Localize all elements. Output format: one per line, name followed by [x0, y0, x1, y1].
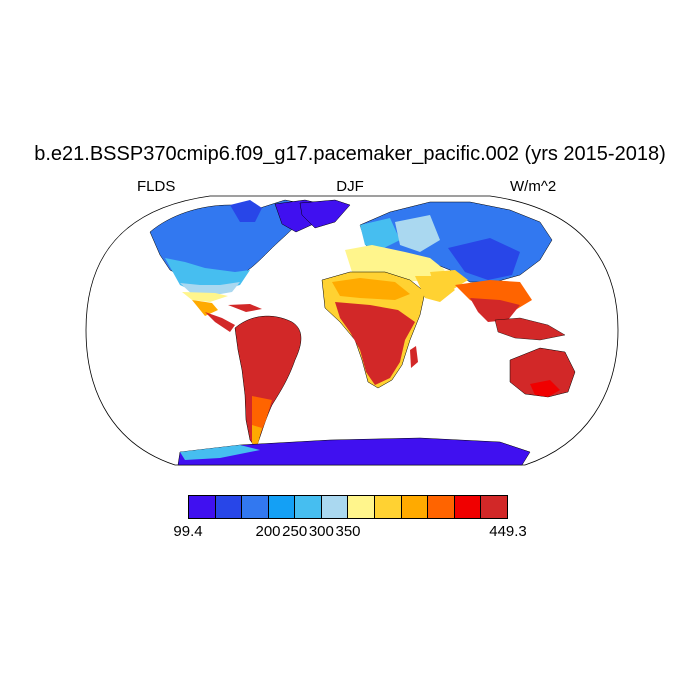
colorbar-tick-label: 449.3 — [489, 523, 527, 540]
colorbar-tick-label: 300 — [308, 523, 334, 540]
greenland — [299, 199, 351, 229]
colorbar-box — [401, 496, 429, 518]
colorbar-box — [481, 496, 507, 518]
colorbar-tick-label: 250 — [282, 523, 308, 540]
colorbar-box — [375, 496, 402, 518]
colorbar-box — [454, 496, 482, 518]
colorbar-box — [189, 496, 216, 518]
colorbar-box — [321, 496, 349, 518]
colorbar-tick-label: 350 — [335, 523, 361, 540]
colorbar-box — [348, 496, 376, 518]
colorbar-box — [295, 496, 322, 518]
colorbar-tick-label: 200 — [255, 523, 281, 540]
colorbar-tick-label: 99.4 — [173, 523, 203, 540]
season-label: DJF — [336, 178, 364, 195]
australia — [509, 347, 576, 398]
colorbar — [188, 495, 508, 519]
africa — [321, 271, 426, 389]
variable-label: FLDS — [137, 178, 176, 195]
colorbar-box — [268, 496, 296, 518]
colorbar-box — [428, 496, 455, 518]
colorbar-box — [242, 496, 269, 518]
units-label: W/m^2 — [510, 178, 557, 195]
eurasia — [345, 201, 553, 322]
north-america — [149, 199, 331, 332]
colorbar-box — [215, 496, 243, 518]
maritime-continent — [494, 317, 566, 341]
plot-title: b.e21.BSSP370cmip6.f09_g17.pacemaker_pac… — [34, 143, 666, 165]
antarctica — [177, 437, 531, 466]
